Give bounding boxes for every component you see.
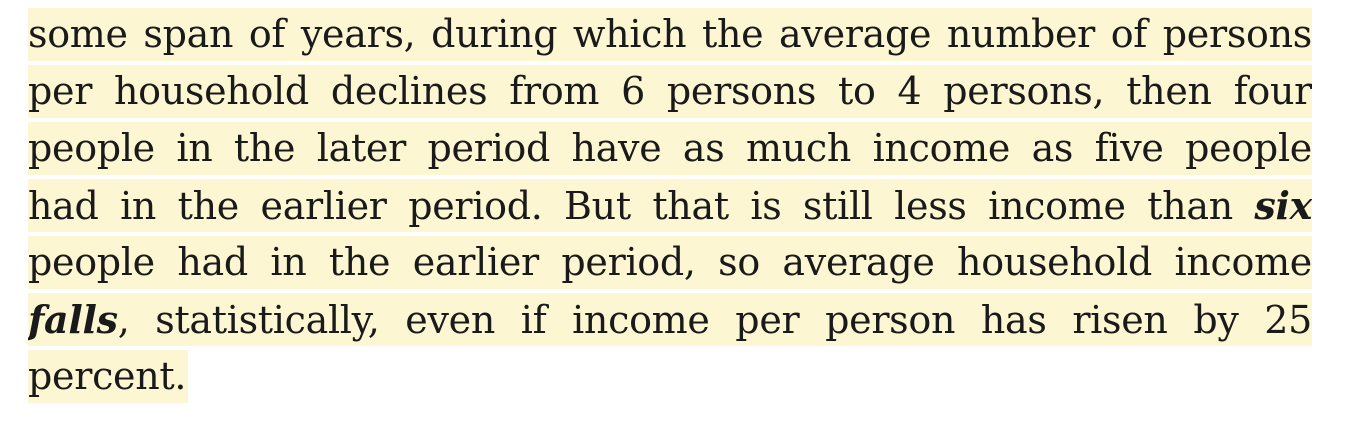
text-line-4-start: had in the earlier period. But that is s… (28, 184, 1255, 228)
text-line-3: people in the later period have as much … (28, 122, 1312, 175)
text-line-4: had in the earlier period. But that is s… (28, 179, 1312, 232)
highlighted-passage[interactable]: some span of years, during which the ave… (28, 8, 1312, 412)
emphasis-falls: falls (28, 297, 118, 342)
text-line-2: per household declines from 6 persons to… (28, 65, 1312, 118)
text-line-7: percent. (28, 350, 189, 403)
emphasis-six: six (1254, 183, 1312, 228)
text-line-6: falls, statistically, even if income per… (28, 293, 1312, 346)
text-line-6-rest: , statistically, even if income per pers… (117, 298, 1312, 342)
text-line-1: some span of years, during which the ave… (28, 8, 1312, 61)
text-line-5: people had in the earlier period, so ave… (28, 236, 1312, 289)
